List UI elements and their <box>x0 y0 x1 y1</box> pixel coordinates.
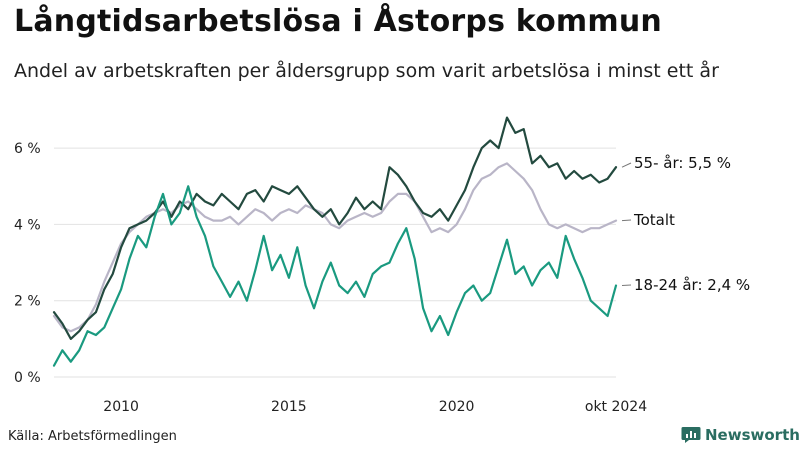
y-tick-label: 6 % <box>14 141 41 157</box>
x-tick-label: okt 2024 <box>585 399 647 415</box>
x-axis-ticks: 2010 2015 2020 okt 2024 <box>103 399 647 415</box>
series-line-55-r <box>52 116 618 340</box>
series-label: Totalt <box>633 211 675 229</box>
newsworthy-logo-icon <box>681 427 701 443</box>
source-note: Källa: Arbetsförmedlingen <box>8 429 177 444</box>
series-line-totalt <box>52 162 618 333</box>
series-label: 55- år: 5,5 % <box>634 154 731 172</box>
x-tick-label: 2015 <box>271 399 307 415</box>
y-tick-label: 0 % <box>14 370 41 386</box>
series-lines <box>52 116 618 367</box>
label-connector <box>621 162 632 168</box>
brand-name: Newsworthy <box>705 426 800 444</box>
brand-logo: Newsworthy <box>681 426 800 444</box>
grid-lines <box>54 147 616 378</box>
y-axis-ticks: 0 % 2 % 4 % 6 % <box>14 141 41 386</box>
label-connector <box>621 219 632 222</box>
series-end-labels: Totalt 55- år: 5,5 % 18-24 år: 2,4 % <box>621 154 750 294</box>
x-tick-label: 2010 <box>103 399 139 415</box>
chart-subtitle: Andel av arbetskraften per åldersgrupp s… <box>14 60 719 82</box>
y-tick-label: 4 % <box>14 217 41 233</box>
chart-title: Långtidsarbetslösa i Åstorps kommun <box>14 4 662 39</box>
y-tick-label: 2 % <box>14 294 41 310</box>
series-line-18-24-r <box>52 185 618 367</box>
x-tick-label: 2020 <box>439 399 475 415</box>
series-label: 18-24 år: 2,4 % <box>634 276 750 294</box>
